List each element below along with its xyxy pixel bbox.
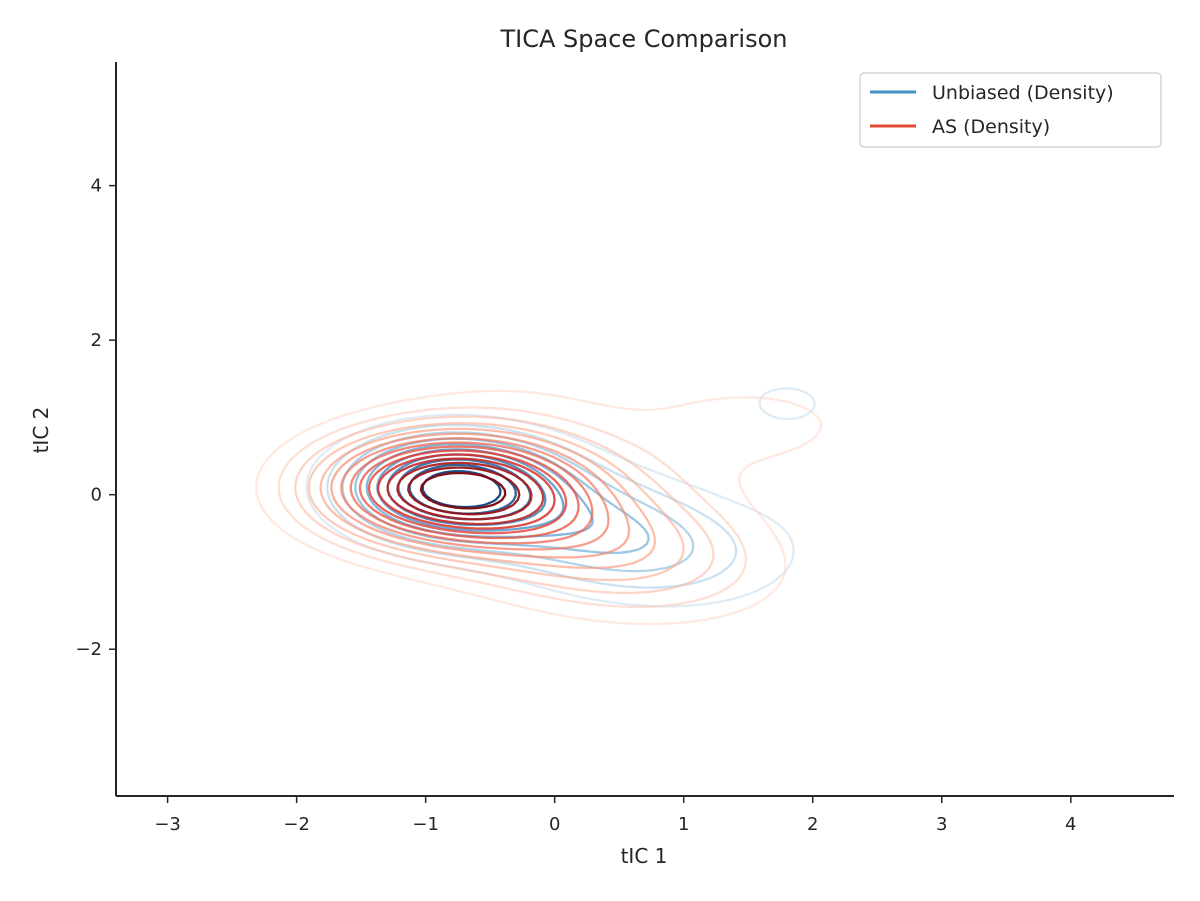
contour-level-1-13 [407,466,521,516]
contour-level-1-4 [319,427,657,570]
contour-level-1-5 [330,432,631,559]
contour-level-1-9 [367,449,568,535]
x-tick-label: −2 [283,814,310,835]
y-axis-label: tIC 2 [29,407,53,454]
y-tick-label: 2 [91,330,102,351]
x-axis-label: tIC 1 [621,844,668,868]
contour-level-1-1 [277,406,748,609]
legend-label-unbiased: Unbiased (Density) [932,82,1114,104]
contour-level-1-2 [294,415,715,595]
x-tick-label: 4 [1065,814,1076,835]
x-tick-label: 2 [807,814,818,835]
x-tick-label: 3 [936,814,947,835]
x-tick-label: 1 [678,814,689,835]
legend-frame [859,72,1162,148]
legend: Unbiased (Density) AS (Density) [859,72,1162,148]
contour-level-1-0 [255,389,823,626]
x-tick-label: 0 [549,814,560,835]
contour-level-1-6 [340,437,610,551]
axes [115,62,1174,797]
contour-level-1-8 [358,445,580,540]
y-ticks: −2 0 2 4 [75,176,116,660]
contour-level-1-12 [396,461,533,521]
chart-title: TICA Space Comparison [499,25,787,53]
contour-level-1-11 [386,457,545,526]
contour-level-1-3 [307,422,685,582]
y-tick-label: 4 [91,176,102,197]
contour-series-1 [255,389,823,626]
legend-label-as: AS (Density) [932,116,1050,138]
x-tick-label: −1 [412,814,439,835]
y-tick-label: 0 [91,485,102,506]
contour-level-1-14 [419,471,507,510]
x-tick-label: −3 [154,814,181,835]
y-tick-label: −2 [75,639,102,660]
contour-level-1-7 [349,441,594,545]
x-ticks: −3 −2 −1 0 1 2 3 4 [154,796,1077,835]
contour-level-1-10 [377,453,556,530]
contour-plot-area [255,387,823,626]
